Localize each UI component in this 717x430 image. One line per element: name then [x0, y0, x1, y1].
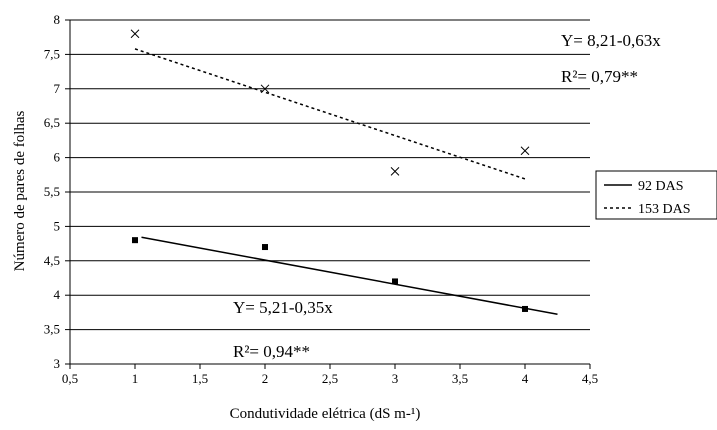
- y-tick-label: 3,5: [44, 322, 60, 337]
- data-point-153-das: [390, 167, 400, 176]
- legend-label-92-das: 92 DAS: [638, 179, 684, 194]
- trend-line-92-das: [141, 236, 558, 316]
- r2-92-das: R²= 0,94**: [233, 342, 310, 361]
- grid-lines: [70, 19, 590, 365]
- y-tick-label: 6: [54, 150, 61, 165]
- x-tick-label: 3: [392, 371, 399, 386]
- y-axis-title: Número de pares de folhas: [12, 110, 28, 271]
- data-point-153-das: [520, 146, 530, 156]
- legend: 92 DAS 153 DAS: [595, 170, 717, 220]
- marker-stroke: [390, 167, 400, 176]
- legend-label-153-das: 153 DAS: [638, 202, 691, 217]
- equation-92-das: Y= 5,21-0,35x: [233, 298, 333, 317]
- y-tick-label: 8: [54, 12, 61, 27]
- data-point-92-das: [522, 305, 528, 312]
- x-tick-label: 2,5: [322, 371, 338, 386]
- equation-153-das: Y= 8,21-0,63x: [561, 31, 661, 50]
- y-tick-labels: 3 3,5 4 4,5 5 5,5 6 6,5 7 7,5 8: [44, 12, 61, 371]
- trend-line-153-das: [134, 48, 526, 180]
- data-point-153-das: [260, 84, 270, 94]
- y-tick-label: 7,5: [44, 46, 60, 61]
- legend-box: [595, 170, 717, 220]
- data-point-153-das: [130, 29, 140, 39]
- data-point-92-das: [392, 278, 398, 285]
- y-tick-label: 6,5: [44, 115, 60, 130]
- r2-153-das: R²= 0,79**: [561, 67, 638, 86]
- y-tick-label: 5: [54, 218, 61, 233]
- x-tick-label: 1,5: [192, 371, 208, 386]
- y-tick-label: 7: [54, 81, 61, 96]
- data-points: [130, 29, 530, 312]
- x-tick-label: 4: [522, 371, 529, 386]
- data-point-92-das: [262, 244, 268, 251]
- x-tick-label: 1: [132, 371, 139, 386]
- axes: [65, 19, 591, 369]
- data-point-92-das: [132, 237, 138, 244]
- x-tick-label: 4,5: [582, 371, 598, 386]
- y-tick-label: 5,5: [44, 184, 60, 199]
- trend-lines: [134, 48, 558, 316]
- x-tick-label: 2: [262, 371, 269, 386]
- x-tick-label: 3,5: [452, 371, 468, 386]
- marker-stroke: [520, 146, 530, 156]
- y-tick-label: 4: [54, 287, 61, 302]
- marker-stroke: [260, 84, 270, 94]
- x-tick-label: 0,5: [62, 371, 78, 386]
- y-tick-label: 3: [54, 356, 61, 371]
- y-tick-label: 4,5: [44, 253, 60, 268]
- x-tick-labels: 0,5 1 1,5 2 2,5 3 3,5 4 4,5: [62, 371, 598, 386]
- x-axis-title: Condutividade elétrica (dS m-¹): [230, 406, 421, 422]
- marker-stroke: [130, 29, 140, 39]
